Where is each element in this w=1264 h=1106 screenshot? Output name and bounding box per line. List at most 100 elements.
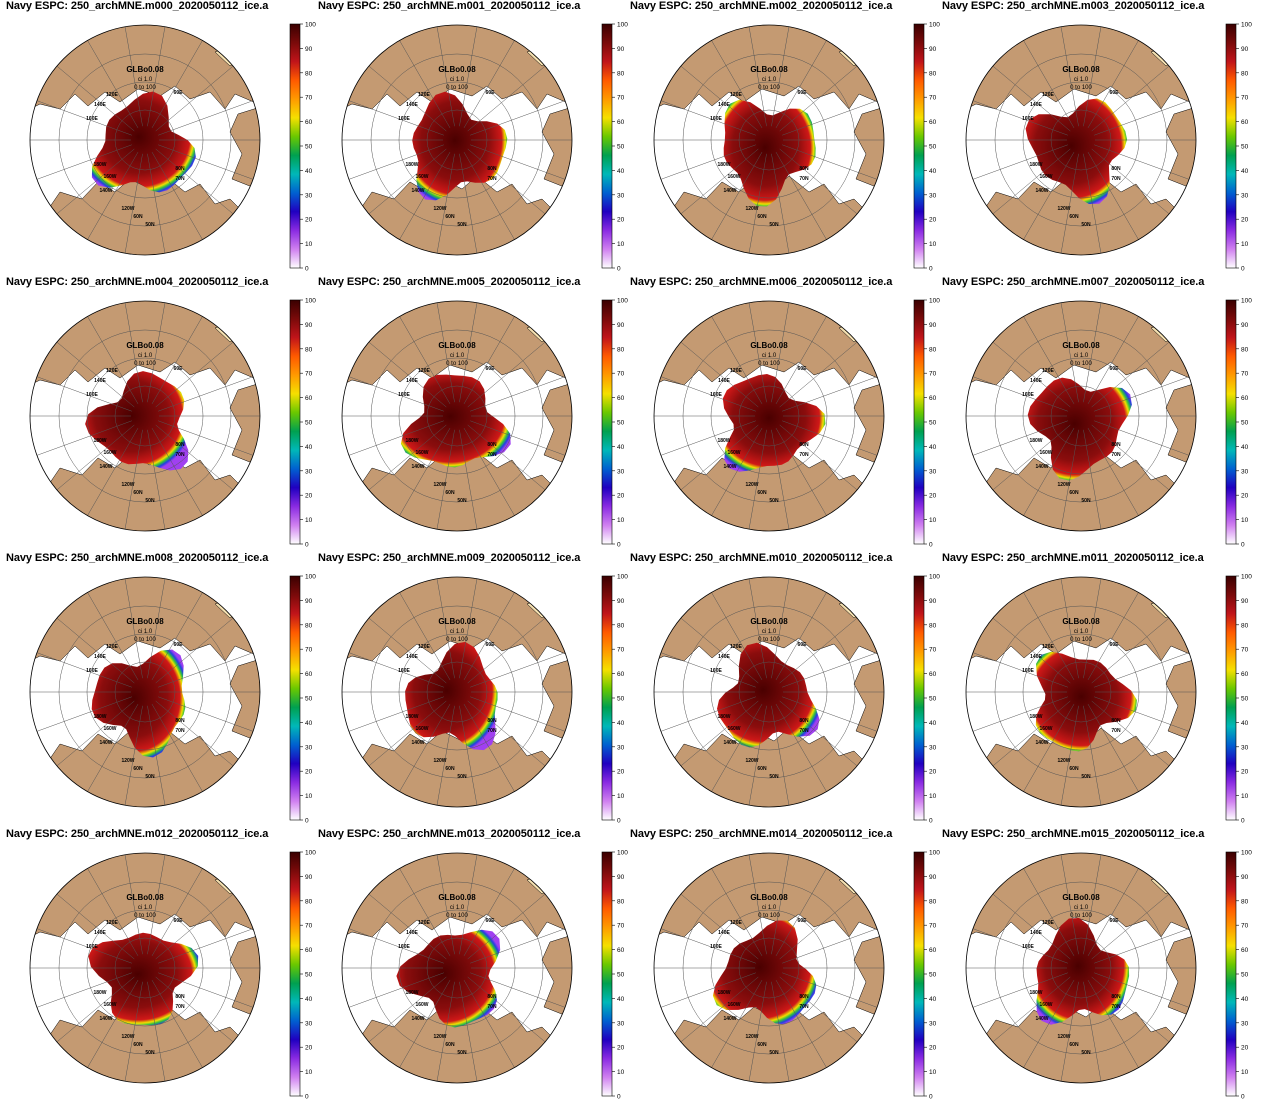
graticule-label: 120E	[1042, 920, 1054, 926]
colorbar-tick-label: 0	[617, 818, 621, 825]
panel-title: Navy ESPC: 250_archMNE.m014_2020050112_i…	[630, 828, 893, 840]
land-east	[1165, 931, 1196, 1023]
ci-label: ci 1.0	[762, 629, 777, 635]
map-panel: Navy ESPC: 250_archMNE.m002_2020050112_i…	[624, 0, 940, 276]
colorbar-tick-label: 0	[305, 266, 309, 273]
graticule-label: 120W	[745, 482, 758, 488]
colorbar-tick-label: 0	[305, 818, 309, 825]
graticule-label: 120W	[745, 206, 758, 212]
graticule-label: 120E	[730, 644, 742, 650]
graticule	[966, 26, 1196, 254]
graticule-label: 70N	[1111, 176, 1121, 182]
graticule-label: 160W	[415, 726, 428, 732]
sea-ice-concentration	[91, 649, 186, 758]
graticule-label: 60E	[1110, 366, 1120, 372]
land-east	[1165, 103, 1196, 195]
graticule-label: 50N	[1081, 498, 1091, 504]
panel-title: Navy ESPC: 250_archMNE.m004_2020050112_i…	[6, 276, 269, 288]
colorbar-tick-label: 40	[305, 996, 313, 1003]
graticule-label: 120W	[433, 482, 446, 488]
range-label: 0 to 100	[1070, 913, 1092, 919]
panel-title: Navy ESPC: 250_archMNE.m006_2020050112_i…	[630, 276, 893, 288]
colorbar-gradient	[289, 575, 301, 821]
land-east	[853, 931, 884, 1023]
graticule-label: 70N	[1111, 1004, 1121, 1010]
ci-label: ci 1.0	[138, 353, 153, 359]
range-label: 0 to 100	[134, 913, 156, 919]
range-label: 0 to 100	[446, 85, 468, 91]
colorbar-tick-label: 20	[1241, 493, 1249, 500]
sea-ice-concentration	[400, 374, 511, 468]
range-label: 0 to 100	[446, 913, 468, 919]
graticule-label: 60N	[757, 214, 767, 220]
graticule-label: 140W	[723, 464, 736, 470]
colorbar-tick-label: 20	[305, 217, 313, 224]
colorbar-tick-label: 90	[929, 46, 937, 53]
graticule-label: 140W	[1035, 464, 1048, 470]
graticule-label: 80N	[799, 442, 809, 448]
panel-title: Navy ESPC: 250_archMNE.m007_2020050112_i…	[942, 276, 1205, 288]
map-panel: Navy ESPC: 250_archMNE.m000_2020050112_i…	[0, 0, 316, 276]
colorbar-tick-label: 10	[929, 517, 937, 524]
colorbar-tick-label: 70	[617, 371, 625, 378]
graticule-label: 140W	[99, 464, 112, 470]
colorbar-tick-label: 70	[929, 95, 937, 102]
graticule-label: 140E	[406, 378, 418, 384]
graticule-label: 160E	[1022, 392, 1034, 398]
colorbar-tick-label: 60	[929, 947, 937, 954]
graticule-label: 50N	[145, 774, 155, 780]
graticule-label: 140W	[411, 740, 424, 746]
graticule-label: 80N	[175, 718, 185, 724]
land-east	[541, 931, 572, 1023]
colorbar-tick-label: 90	[617, 874, 625, 881]
colorbar-tick-label: 0	[305, 1094, 309, 1101]
graticule-label: 60N	[1069, 214, 1079, 220]
colorbar-tick-label: 90	[1241, 46, 1249, 53]
map-label: GLBo0.08	[1062, 65, 1100, 74]
map-panel: Navy ESPC: 250_archMNE.m004_2020050112_i…	[0, 276, 316, 552]
colorbar-tick-label: 30	[305, 1020, 313, 1027]
map-panel: Navy ESPC: 250_archMNE.m007_2020050112_i…	[936, 276, 1252, 552]
graticule-label: 140W	[1035, 188, 1048, 194]
graticule-label: 50N	[769, 774, 779, 780]
colorbar-tick-label: 40	[929, 720, 937, 727]
graticule-label: 120E	[730, 368, 742, 374]
graticule-label: 60E	[174, 918, 184, 924]
graticule-label: 120E	[418, 92, 430, 98]
graticule-label: 70N	[487, 176, 497, 182]
graticule-label: 160E	[86, 944, 98, 950]
graticule-label: 60N	[1069, 766, 1079, 772]
graticule-label: 80N	[1111, 994, 1121, 1000]
colorbar-tick-label: 80	[305, 622, 313, 629]
graticule-label: 120W	[433, 1034, 446, 1040]
colorbar-tick-label: 80	[305, 70, 313, 77]
graticule-label: 60E	[798, 366, 808, 372]
colorbar-tick-label: 30	[617, 744, 625, 751]
map-label: GLBo0.08	[1062, 893, 1100, 902]
panel-title: Navy ESPC: 250_archMNE.m003_2020050112_i…	[942, 0, 1205, 12]
land-east	[229, 655, 260, 747]
graticule-label: 160W	[727, 450, 740, 456]
graticule-label: 140E	[406, 654, 418, 660]
graticule	[654, 854, 884, 1082]
colorbar-tick-label: 100	[929, 574, 940, 581]
colorbar-tick-label: 100	[929, 298, 940, 305]
colorbar-tick-label: 90	[305, 46, 313, 53]
ci-label: ci 1.0	[1074, 77, 1089, 83]
graticule-label: 60N	[1069, 490, 1079, 496]
colorbar-tick-label: 40	[1241, 720, 1249, 727]
land-east	[853, 379, 884, 471]
colorbar-tick-label: 100	[617, 298, 628, 305]
